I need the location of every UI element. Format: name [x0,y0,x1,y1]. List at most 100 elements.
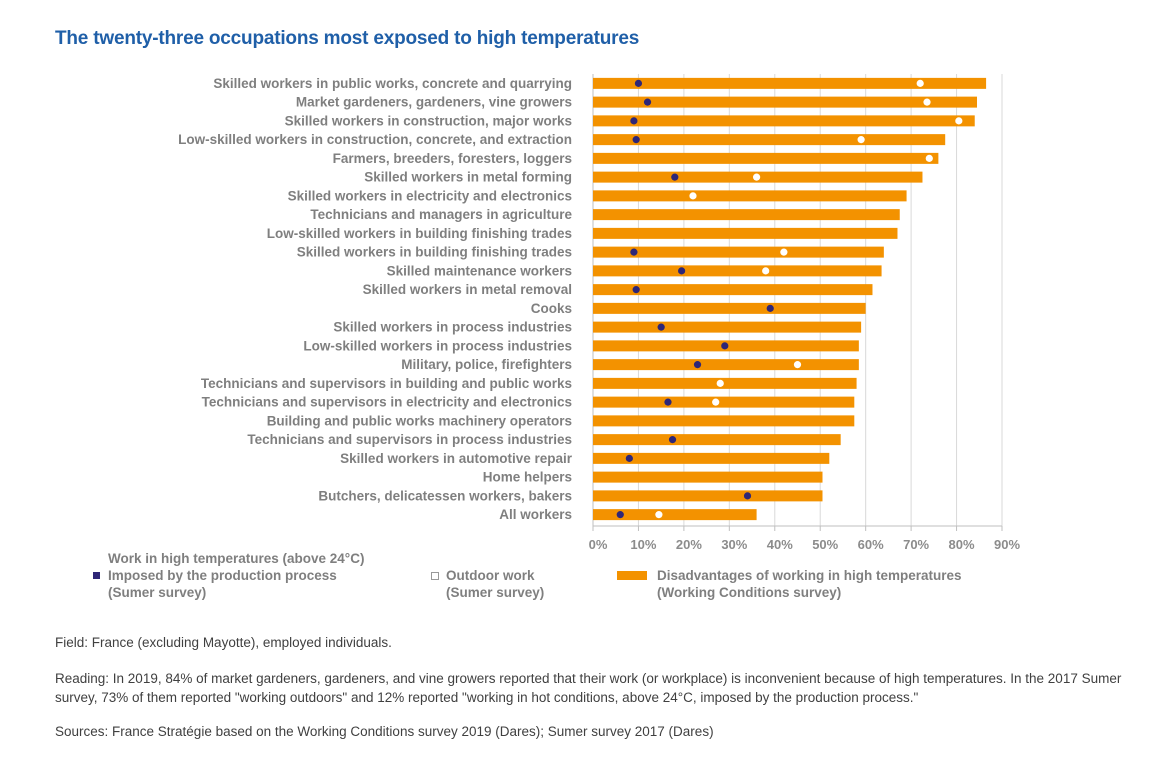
category-label: Technicians and supervisors in electrici… [202,395,572,410]
imposed-dot [671,173,679,181]
bar [593,452,830,464]
x-tick-label: 10% [630,537,656,552]
imposed-dot [664,398,672,406]
imposed-dot [743,492,752,500]
category-label: Home helpers [483,470,572,485]
bar [593,265,882,277]
category-label: Skilled workers in metal removal [363,282,572,297]
outdoor-dot [655,511,663,519]
imposed-dot [721,342,729,350]
x-tick-label: 90% [994,537,1020,552]
imposed-dot [657,323,665,331]
legend-outdoor-source: (Sumer survey) [446,585,545,600]
category-label: Skilled workers in process industries [333,320,572,335]
legend-imposed: Work in high temperatures (above 24°C) I… [93,550,365,601]
outdoor-dot [955,117,963,125]
legend-bar: Disadvantages of working in high tempera… [617,567,962,601]
legend-bar-source: (Working Conditions survey) [657,585,842,600]
bar [593,415,855,427]
outdoor-dot [716,379,724,387]
x-tick-label: 70% [903,537,929,552]
category-label: Building and public works machinery oper… [267,413,572,428]
bar-marker-icon [617,571,647,580]
category-label: Farmers, breeders, foresters, loggers [333,151,572,166]
category-label: Skilled workers in construction, major w… [285,113,572,128]
bar [593,134,946,146]
bar [593,246,884,258]
imposed-dot [634,79,643,87]
category-label: Cooks [531,301,572,316]
x-tick-label: 50% [812,537,838,552]
bar [593,209,900,221]
bar [593,190,907,202]
bar [593,359,859,371]
outdoor-dot [857,136,865,144]
legend-outdoor-label: Outdoor work [446,568,535,583]
imposed-dot [693,361,702,369]
x-tick-label: 80% [949,537,975,552]
legend-imposed-label: Imposed by the production process [108,568,337,583]
bar [593,284,873,296]
bar-chart: 0% 10% 20% 30% 40% 50% 60% 70% 80% 90% Skilled wor… [178,74,1020,552]
outdoor-dot [689,192,697,200]
outdoor-dot [753,173,761,181]
category-label: Market gardeners, gardeners, vine grower… [296,95,572,110]
bar [593,227,898,239]
imposed-marker-icon [93,572,100,579]
category-label: Technicians and supervisors in process i… [247,432,572,447]
category-label: Skilled workers in building finishing tr… [297,245,572,260]
outdoor-dot [762,267,770,275]
x-tick-label: 30% [721,537,747,552]
field-note: Field: France (excluding Mayotte), emplo… [55,635,392,650]
category-label: Skilled workers in metal forming [364,170,572,185]
bar [593,115,975,127]
category-label: All workers [499,507,572,522]
bar [593,490,823,502]
bar [593,509,757,521]
outdoor-dot [712,398,720,406]
bar [593,377,857,389]
imposed-dot [630,117,638,125]
outdoor-dot [923,98,931,106]
imposed-dot [766,304,774,312]
category-label: Skilled maintenance workers [387,263,572,278]
category-label: Low-skilled workers in construction, con… [178,132,572,147]
outdoor-dot [793,361,802,369]
bar [593,96,978,108]
x-tick-label: 0% [589,537,608,552]
legend-bar-label: Disadvantages of working in high tempera… [657,568,962,583]
chart-title: The twenty-three occupations most expose… [55,28,640,49]
category-label: Skilled workers in automotive repair [340,451,573,466]
legend-outdoor: Outdoor work (Sumer survey) [431,567,545,601]
bar [593,321,862,333]
category-label: Low-skilled workers in building finishin… [267,226,572,241]
bar [593,77,987,89]
bar [593,152,939,164]
reading-note: Reading: In 2019, 84% of market gardener… [55,671,1122,705]
category-label: Butchers, delicatessen workers, bakers [318,488,572,503]
outdoor-marker-icon [431,572,439,580]
sources-note: Sources: France Stratégie based on the W… [55,724,714,739]
imposed-dot [643,98,652,106]
legend-heading: Work in high temperatures (above 24°C) [108,551,365,566]
imposed-dot [630,248,638,256]
bar [593,302,866,314]
x-tick-label: 20% [676,537,702,552]
bar [593,396,855,408]
legend-imposed-source: (Sumer survey) [108,585,207,600]
bar [593,434,841,446]
category-label: Skilled workers in electricity and elect… [288,188,572,203]
category-label: Technicians and managers in agriculture [310,207,572,222]
imposed-dot [668,436,677,444]
imposed-dot [678,267,686,275]
category-label: Technicians and supervisors in building … [201,376,572,391]
imposed-dot [616,511,624,519]
outdoor-dot [916,79,924,87]
imposed-dot [625,454,633,462]
imposed-dot [632,286,640,294]
imposed-dot [632,136,640,144]
x-tick-label: 40% [767,537,793,552]
category-label: Military, police, firefighters [401,357,572,372]
category-label: Skilled workers in public works, concret… [213,76,572,91]
outdoor-dot [780,248,788,256]
